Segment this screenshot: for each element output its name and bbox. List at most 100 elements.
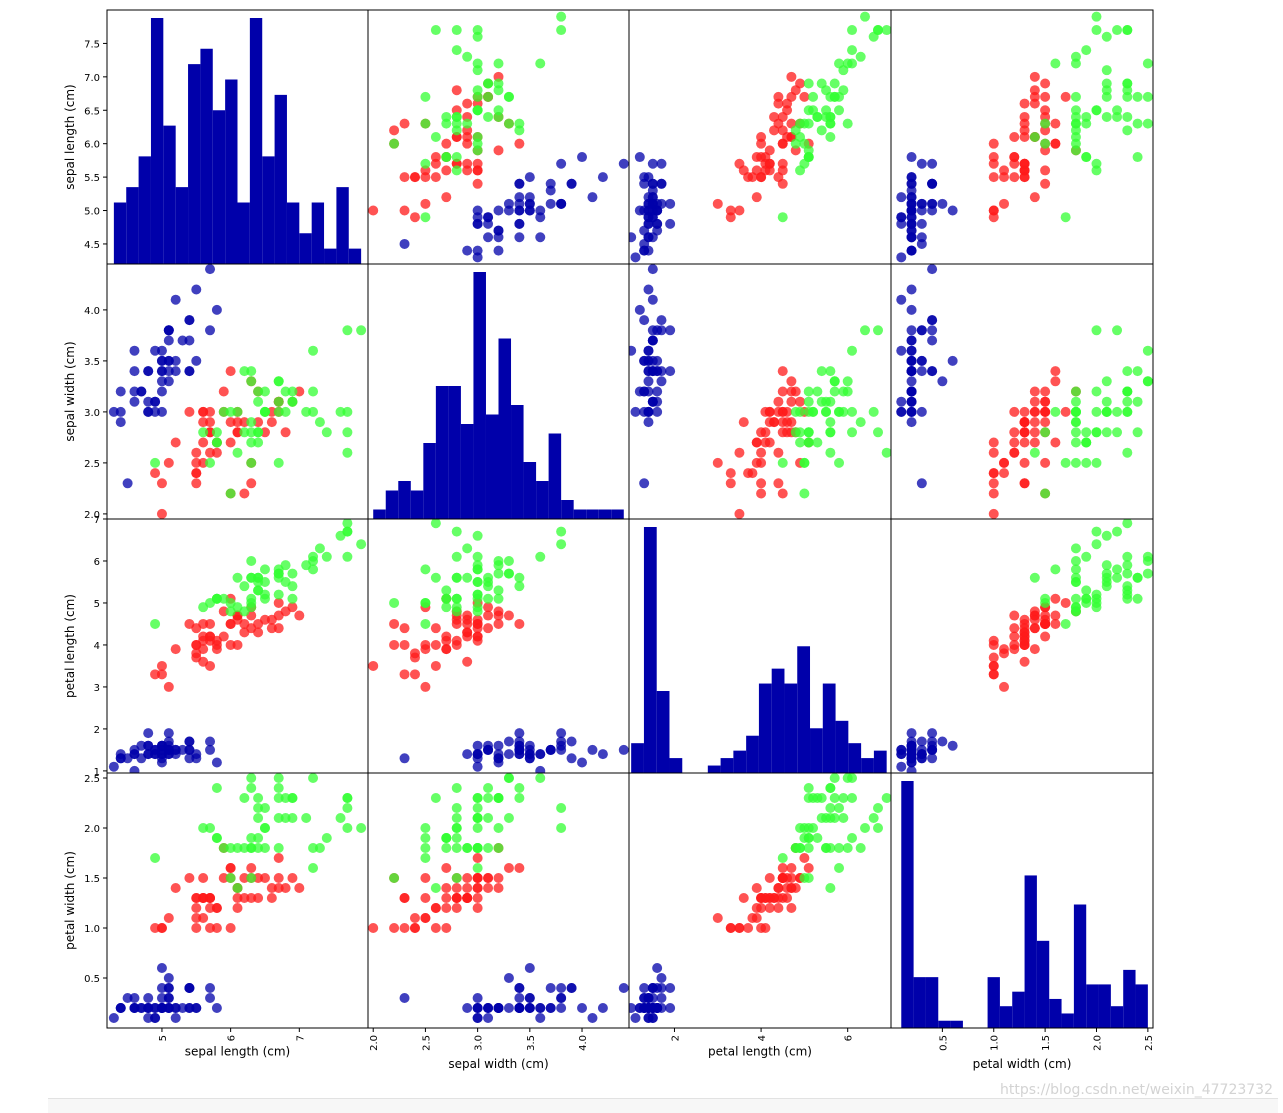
scatter-point	[556, 198, 567, 209]
scatter-point	[906, 406, 917, 417]
scatter-point	[1132, 366, 1143, 377]
scatter-point	[514, 1003, 525, 1013]
scatter-point	[156, 660, 167, 671]
scatter-point	[1050, 138, 1061, 149]
scatter-point	[420, 913, 431, 923]
scatter-point	[191, 478, 202, 489]
scatter-point	[483, 793, 494, 803]
scatter-point	[483, 91, 494, 102]
scatter-point	[273, 406, 284, 417]
scatter-point	[643, 417, 654, 428]
scatter-point	[462, 245, 473, 256]
scatter-point	[756, 132, 767, 142]
scatter-point	[184, 315, 195, 326]
scatter-point	[451, 551, 462, 562]
scatter-point	[472, 606, 483, 617]
scatter-point	[342, 526, 353, 537]
scatter-point	[472, 893, 483, 903]
hist-bar	[163, 125, 176, 264]
scatter-point	[734, 447, 745, 458]
scatter-point	[514, 232, 525, 243]
scatter-point	[556, 823, 567, 833]
scatter-point	[1019, 614, 1030, 625]
scatter-point	[1040, 386, 1051, 397]
scatter-point	[881, 25, 891, 36]
scatter-point	[1101, 31, 1112, 42]
scatter-point	[629, 232, 637, 243]
scatter-point	[988, 172, 999, 183]
scatter-point	[1040, 396, 1051, 407]
scatter-point	[420, 158, 431, 169]
scatter-point	[462, 98, 473, 109]
scatter-point	[472, 576, 483, 587]
scatter-point	[472, 145, 483, 156]
scatter-point	[1009, 623, 1020, 634]
scatter-point	[273, 568, 284, 579]
scatter-point	[246, 376, 257, 387]
scatter-point	[389, 618, 400, 629]
scatter-point	[150, 345, 161, 356]
scatter-point	[1019, 406, 1030, 417]
scatter-point	[451, 152, 462, 163]
scatter-point	[205, 983, 216, 993]
hist-bar	[536, 481, 549, 519]
scatter-point	[535, 212, 546, 223]
scatter-point	[1101, 111, 1112, 122]
scatter-point	[1101, 91, 1112, 102]
hist-bar	[311, 202, 325, 264]
scatter-point	[308, 386, 319, 397]
scatter-point	[239, 793, 250, 803]
scatter-point	[1122, 568, 1133, 579]
scatter-point	[129, 765, 140, 773]
scatter-point	[451, 635, 462, 646]
x-axis-label: petal width (cm)	[973, 1057, 1072, 1071]
scatter-point	[1040, 457, 1051, 468]
scatter-point	[211, 783, 222, 793]
scatter-point	[524, 192, 535, 203]
scatter-point	[786, 863, 797, 873]
scatter-point	[825, 132, 836, 142]
scatter-point	[916, 355, 927, 366]
scatter-point	[266, 623, 277, 634]
scatter-point	[462, 610, 473, 621]
scatter-point	[163, 993, 174, 1003]
hist-bar	[336, 187, 349, 264]
y-tick-label: 1.0	[84, 924, 100, 935]
scatter-point	[916, 205, 927, 216]
scatter-point	[906, 232, 917, 243]
scatter-point	[451, 893, 462, 903]
scatter-point	[420, 172, 431, 183]
scatter-point	[790, 386, 801, 397]
subplot-r0-c0	[106, 9, 369, 265]
hist-bar	[586, 509, 599, 519]
scatter-point	[441, 833, 452, 843]
scatter-point	[280, 793, 291, 803]
scatter-point	[211, 833, 222, 843]
scatter-point	[1029, 447, 1040, 458]
scatter-point	[1029, 572, 1040, 583]
scatter-point	[150, 396, 161, 407]
scatter-point	[156, 1003, 167, 1013]
scatter-point	[280, 560, 291, 571]
hist-bar	[324, 248, 337, 264]
x-tick-label: 3.0	[474, 1035, 485, 1051]
scatter-point	[855, 843, 866, 853]
scatter-point	[1029, 406, 1040, 417]
scatter-point	[399, 893, 410, 903]
scatter-point	[725, 478, 736, 489]
scatter-point	[1009, 447, 1020, 458]
scatter-point	[503, 863, 514, 873]
scatter-point	[643, 205, 654, 216]
scatter-point	[734, 205, 745, 216]
hist-bar	[643, 527, 657, 773]
scatter-point	[493, 740, 504, 751]
scatter-point	[838, 386, 849, 397]
scatter-point	[803, 386, 814, 397]
scatter-point	[764, 437, 775, 448]
hist-bar	[299, 233, 312, 264]
scatter-point	[652, 406, 663, 417]
subplot-r1-c2	[628, 263, 892, 520]
y-axis-label: sepal width (cm)	[63, 341, 77, 441]
scatter-point	[556, 11, 567, 22]
